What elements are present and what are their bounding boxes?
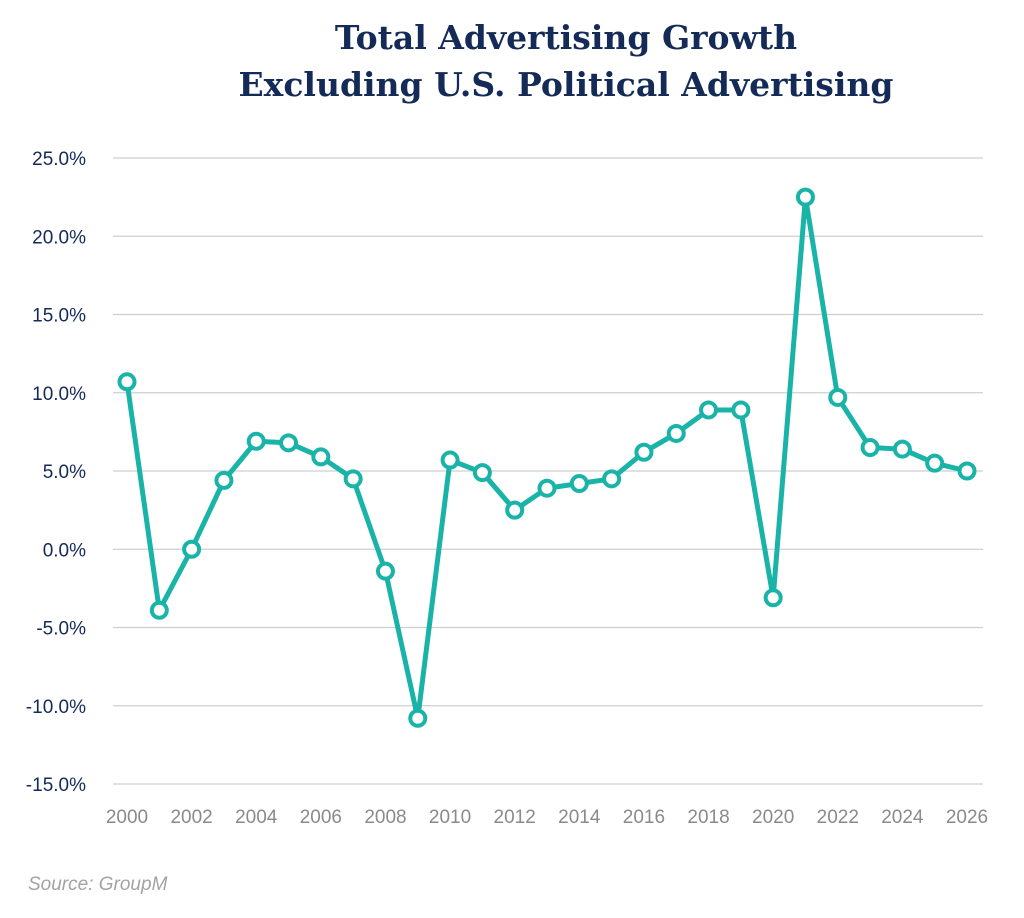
data-point — [537, 478, 557, 498]
data-point — [182, 539, 202, 559]
series-line — [124, 194, 970, 721]
y-tick-label: -5.0% — [36, 619, 86, 640]
data-point — [602, 469, 622, 489]
data-point — [925, 453, 945, 473]
y-tick-label: 5.0% — [43, 462, 86, 483]
x-tick-label: 2018 — [687, 807, 729, 828]
x-tick-label: 2016 — [623, 807, 665, 828]
data-point — [375, 561, 395, 581]
x-tick-label: 2008 — [364, 807, 406, 828]
data-point — [957, 461, 977, 481]
x-tick-labels: 2000 2002 2004 2006 2008 2010 2012 2014 2016 2018… — [106, 807, 988, 828]
x-tick-label: 2002 — [170, 807, 212, 828]
y-tick-label: -15.0% — [26, 775, 86, 796]
chart-subtitle: Excluding U.S. Political Advertising — [238, 65, 894, 104]
y-tick-label: 15.0% — [32, 306, 86, 327]
x-tick-label: 2006 — [300, 807, 342, 828]
x-tick-label: 2010 — [429, 807, 471, 828]
y-tick-labels: 25.0% 20.0% 15.0% 10.0% 5.0% 0.0% -5.0% -10.0% -… — [26, 149, 86, 796]
data-point — [860, 438, 880, 458]
x-tick-label: 2022 — [817, 807, 859, 828]
y-tick-label: 20.0% — [32, 227, 86, 248]
x-tick-label: 2024 — [881, 807, 924, 828]
data-point — [279, 433, 299, 453]
x-tick-label: 2014 — [558, 807, 601, 828]
data-point — [343, 469, 363, 489]
data-point — [214, 470, 234, 490]
x-tick-label: 2004 — [235, 807, 278, 828]
data-point — [828, 387, 848, 407]
data-point — [699, 400, 719, 420]
data-point — [149, 600, 169, 620]
x-tick-label: 2000 — [106, 807, 148, 828]
x-tick-label: 2020 — [752, 807, 794, 828]
data-point — [440, 450, 460, 470]
y-tick-label: -10.0% — [26, 697, 86, 718]
chart-title-block: Total Advertising Growth Excluding U.S. … — [0, 14, 1024, 108]
data-point — [505, 500, 525, 520]
data-point — [117, 372, 137, 392]
y-tick-label: 10.0% — [32, 384, 86, 405]
data-point — [472, 463, 492, 483]
data-point — [408, 708, 428, 728]
data-point — [795, 187, 815, 207]
series-group — [117, 187, 977, 728]
y-tick-label: 0.0% — [43, 540, 86, 561]
grid-lines — [113, 157, 983, 785]
chart-title: Total Advertising Growth — [334, 18, 798, 57]
x-tick-label: 2012 — [494, 807, 536, 828]
data-point — [634, 442, 654, 462]
data-point — [311, 447, 331, 467]
data-point — [569, 474, 589, 494]
y-tick-label: 25.0% — [32, 149, 86, 170]
data-point — [666, 423, 686, 443]
data-point — [763, 588, 783, 608]
data-point — [246, 431, 266, 451]
source-note: Source: GroupM — [28, 874, 168, 895]
x-tick-label: 2026 — [946, 807, 988, 828]
data-point — [731, 400, 751, 420]
data-point — [892, 439, 912, 459]
